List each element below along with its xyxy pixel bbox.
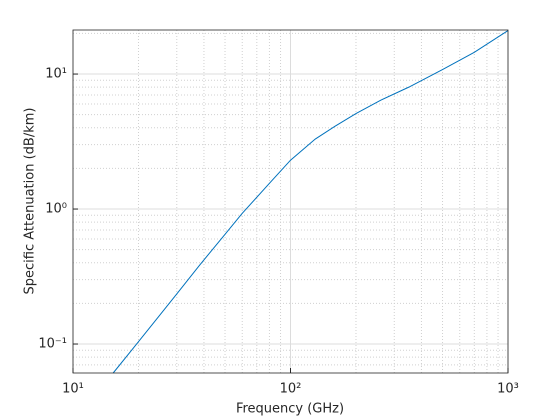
y-tick-label: 10¹ xyxy=(45,67,67,82)
y-tick-label: 10⁰ xyxy=(45,202,67,217)
x-axis-label: Frequency (GHz) xyxy=(236,402,344,417)
x-tick-label: 10³ xyxy=(497,382,519,397)
axes-box xyxy=(72,29,509,374)
x-tick-label: 10² xyxy=(280,382,302,397)
y-tick-label: 10⁻¹ xyxy=(38,337,67,352)
y-axis-label: Specific Attenuation (dB/km) xyxy=(23,108,38,295)
data-line xyxy=(112,30,509,374)
x-tick-label: 10¹ xyxy=(62,382,84,397)
